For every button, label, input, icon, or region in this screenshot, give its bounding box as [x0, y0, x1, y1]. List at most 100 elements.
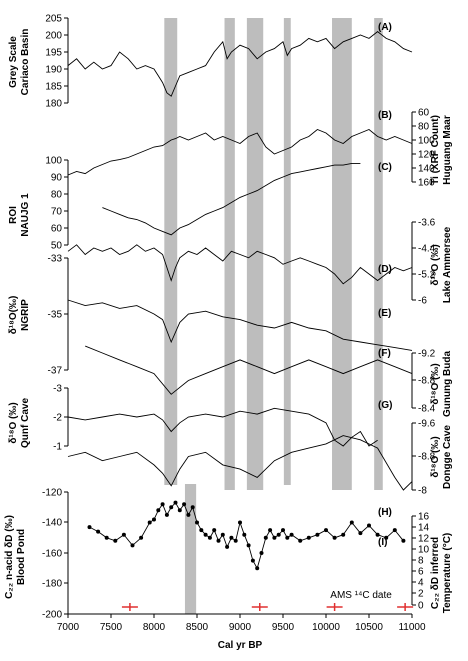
tick-label: -120: [42, 488, 62, 499]
axis-title-line: Blood Pond: [16, 529, 27, 585]
axis-title-line: Qunf Cave: [20, 398, 31, 448]
tick-label: 140: [418, 164, 435, 175]
shaded-band: [224, 18, 235, 490]
data-point: [233, 538, 238, 543]
panel-letter: (A): [378, 22, 392, 33]
tick-label: 80: [51, 190, 63, 201]
tick-label: 12: [418, 534, 430, 545]
tick-label: -35: [48, 310, 63, 321]
tick-label: 80: [418, 122, 430, 133]
data-point: [160, 502, 165, 507]
data-point: [289, 532, 294, 537]
data-point: [147, 520, 152, 525]
data-point: [324, 528, 328, 533]
data-point: [113, 538, 118, 543]
tick-label: 70: [51, 207, 63, 218]
data-point: [207, 535, 212, 540]
data-point: [104, 535, 109, 540]
tick-label: 6: [418, 567, 424, 578]
panel-letter: (H): [378, 507, 392, 518]
tick-label: -8: [418, 486, 427, 497]
data-point: [259, 551, 264, 555]
data-point: [173, 500, 178, 505]
tick-label: -37: [48, 366, 63, 377]
data-point: [276, 532, 281, 537]
tick-label: 205: [45, 14, 62, 25]
axis-title-Eb: δ¹⁸O (‰)Gunung Buda: [430, 351, 453, 418]
data-point: [263, 535, 268, 540]
tick-label: -3: [53, 384, 62, 395]
axis-title-line: δ¹⁸O (‰): [430, 436, 441, 477]
tick-label: 160: [418, 178, 435, 189]
tick-label: -200: [42, 610, 62, 621]
tick-label: -8.8: [418, 376, 436, 387]
tick-label: -9.6: [418, 419, 436, 430]
tick-label: -6: [418, 296, 427, 307]
data-point: [152, 517, 156, 522]
tick-label: 120: [418, 150, 435, 161]
tick-label: -160: [42, 549, 62, 560]
data-point: [272, 535, 277, 540]
data-point: [384, 535, 389, 540]
data-point: [229, 535, 234, 540]
data-point: [190, 505, 195, 510]
tick-label: 14: [418, 523, 430, 534]
x-axis-title: Cal yr BP: [218, 640, 263, 651]
tick-label: -140: [42, 518, 62, 529]
data-point: [268, 528, 273, 533]
tick-label: -2: [53, 413, 62, 424]
series-line-H: [89, 501, 404, 570]
data-point: [246, 543, 251, 548]
x-tick-label: 7000: [57, 622, 80, 633]
tick-label: 185: [45, 82, 62, 93]
data-point: [130, 543, 135, 548]
data-point: [169, 505, 174, 510]
axis-title-line: Temperature (°C): [442, 533, 453, 614]
axis-title-line: NGRIP: [20, 299, 31, 331]
axis-title-line: δ¹⁸O(‰): [8, 296, 19, 335]
series-line-E: [67, 299, 413, 351]
panel-letter: (D): [378, 264, 392, 275]
axis-title-C: ROINAUJG 1: [8, 193, 31, 237]
axis-title-line: Ti (XRF Count): [430, 115, 441, 185]
x-tick-label: 7500: [100, 622, 123, 633]
axis-title-line: Dongge Cave: [442, 425, 453, 489]
tick-label: -8.8: [418, 452, 436, 463]
axis-title-line: δ¹⁸O (‰): [430, 363, 441, 404]
tick-label: -5.2: [418, 270, 436, 281]
axis-title-line: NAUJG 1: [20, 193, 31, 237]
tick-label: 4: [418, 578, 424, 589]
tick-label: 60: [418, 108, 430, 119]
shaded-band: [332, 18, 352, 490]
data-point: [220, 532, 225, 537]
shaded-band: [164, 18, 178, 485]
data-point: [164, 512, 169, 517]
data-point: [285, 535, 290, 540]
data-point: [238, 520, 242, 525]
tick-label: -33: [48, 254, 63, 265]
data-point: [139, 535, 144, 540]
series-line-Eb: [85, 345, 413, 395]
tick-label: 8: [418, 556, 424, 567]
panel-letter: (F): [378, 348, 391, 359]
x-tick-label: 11000: [398, 622, 426, 633]
axis-title-D: δ¹⁸O (‰)Lake Ammersee: [430, 226, 453, 303]
data-point: [250, 558, 255, 563]
data-point: [392, 528, 397, 533]
x-tick-label: 8500: [186, 622, 209, 633]
data-point: [306, 535, 311, 540]
tick-label: 100: [45, 156, 62, 167]
panel-letter: (G): [378, 400, 392, 411]
axis-title-H: C₂₂ n-acid δD (‰)Blood Pond: [4, 515, 27, 599]
tick-label: 60: [51, 224, 63, 235]
data-point: [242, 532, 247, 537]
axis-title-F: δ¹⁸O (‰)Qunf Cave: [8, 398, 31, 448]
axis-title-line: Cariaco Basin: [20, 29, 31, 96]
data-point: [156, 508, 161, 513]
tick-label: 50: [51, 241, 63, 252]
data-point: [401, 538, 406, 543]
series-line-F: [67, 407, 378, 447]
data-point: [199, 528, 204, 533]
axis-title-line: δ¹⁸O (‰): [8, 402, 19, 443]
